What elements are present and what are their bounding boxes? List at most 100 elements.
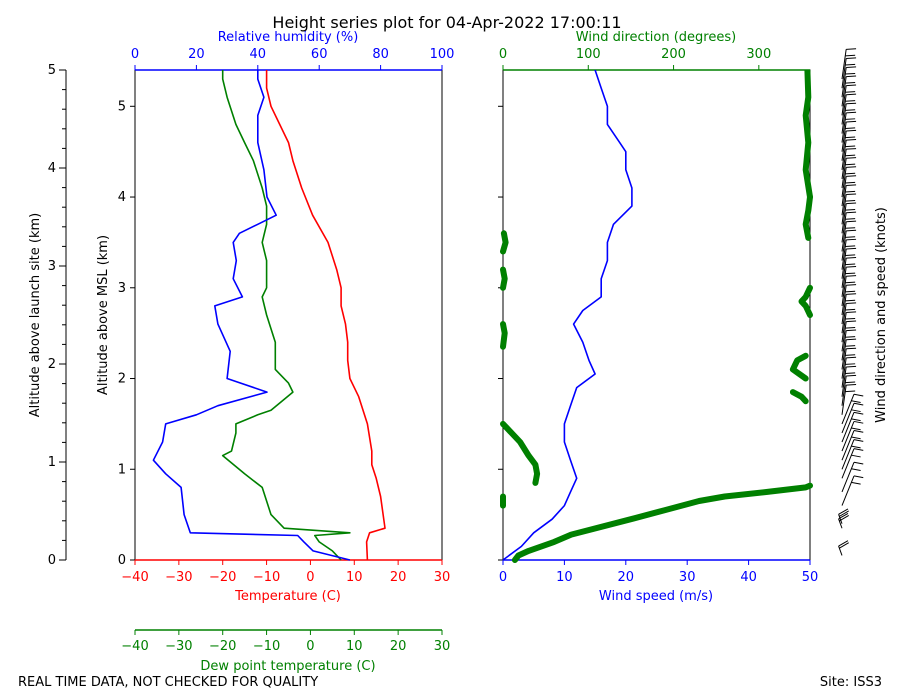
wind-barb-flag [846, 129, 857, 132]
wind-barb-flag [845, 372, 856, 374]
wind-barb-flag [845, 127, 856, 129]
dewpoint-tick-label: 30 [434, 639, 451, 654]
wind-barbs [838, 48, 864, 556]
wind-barb [841, 338, 857, 370]
wind-barb-flag [846, 48, 857, 50]
wind-direction-tick-label: 300 [746, 47, 771, 62]
agl-tick-label: 4 [48, 161, 56, 176]
wind-barb-shaft [841, 475, 855, 506]
wind-barb-flag [845, 136, 856, 139]
wind-barb-flag [846, 220, 857, 223]
wind-direction-point [764, 489, 770, 495]
humidity-axis-label: Relative humidity (%) [218, 30, 359, 45]
humidity-tick-label: 60 [311, 47, 328, 62]
wind-barb [841, 247, 857, 279]
wind-barb [841, 475, 864, 506]
wind-barb-flag [845, 381, 856, 384]
wind-direction-point [662, 507, 668, 513]
wind-barb-flag [846, 211, 857, 214]
wind-barb-flag [845, 299, 856, 302]
wind-barb-flag [845, 118, 856, 120]
wind-barb-flag [845, 290, 856, 293]
wind-direction-point [696, 498, 702, 504]
wind-barb-flag [853, 439, 864, 442]
wind-direction-point [568, 532, 574, 538]
wind-barb [841, 420, 864, 452]
wind-barb-flag [845, 209, 856, 211]
wind-direction-trail [789, 352, 809, 382]
wind-barb [841, 461, 864, 493]
wind-barb-shaft [841, 49, 847, 80]
wind-barb-flag [845, 190, 856, 193]
wind-direction-tick-label: 200 [661, 47, 686, 62]
wind-speed-tick-label: 50 [802, 570, 819, 585]
dewpoint-line [221, 70, 351, 561]
wind-direction-trail [802, 194, 813, 241]
wind-direction-trail [802, 70, 813, 200]
wind-barb-flag [845, 100, 856, 102]
agl-tick-label: 0 [48, 553, 56, 568]
wind-barb-shaft [841, 412, 855, 443]
dewpoint-tick-label: −10 [253, 639, 280, 654]
wind-barb-flag [845, 54, 856, 57]
wind-barb-shaft [841, 394, 855, 425]
wind-barb-shaft [841, 67, 847, 98]
wind-barb-flag [838, 508, 849, 515]
wind-barb-flag [846, 383, 857, 386]
wind-direction-tick-label: 0 [499, 47, 507, 62]
humidity-tick-label: 0 [131, 47, 139, 62]
wind-barb-shaft [841, 185, 847, 216]
temperature-tick-label: −10 [253, 570, 280, 585]
wind-barb [841, 202, 857, 234]
dewpoint-axis-label: Dew point temperature (C) [200, 659, 375, 674]
wind-barb-flag [845, 308, 856, 311]
wind-barb-flag [846, 302, 857, 304]
wind-barb [841, 166, 857, 198]
wind-barb-flag [845, 327, 856, 329]
wind-barb [841, 393, 864, 425]
wind-barb [841, 120, 857, 152]
wind-barb-flag [845, 63, 856, 66]
wind-barb-shaft [841, 130, 847, 161]
wind-barb-flag [846, 102, 857, 105]
temperature-line [265, 70, 386, 561]
dewpoint-tick-label: 0 [306, 639, 314, 654]
wind-barb-flag [845, 227, 856, 229]
wind-barb [841, 93, 857, 125]
wind-barb-flag [846, 175, 857, 177]
wind-direction-trail [798, 284, 813, 318]
wind-barb-flag [851, 468, 861, 472]
wind-direction-trail [789, 389, 809, 405]
wind-barb-flag [845, 163, 856, 166]
wind-barb-flag [851, 454, 861, 458]
wind-barb [841, 229, 857, 261]
wind-barb-shaft [841, 94, 847, 125]
wind-barb [841, 48, 857, 80]
temperature-tick-label: −20 [209, 570, 236, 585]
wind-direction-point [526, 548, 532, 554]
wind-barb-flag [845, 336, 856, 338]
wind-barb-flag [846, 138, 857, 141]
wind-barb [841, 211, 857, 243]
wind-barb [841, 184, 857, 216]
wind-barb-flag [846, 57, 857, 59]
wind-barb-flag [838, 540, 849, 547]
temperature-tick-label: 10 [346, 570, 363, 585]
wind-barb-flag [846, 157, 857, 159]
wind-barb-shaft [841, 203, 847, 234]
wind-barb-flag [851, 445, 861, 449]
wind-barb [838, 508, 849, 524]
wind-direction-trail [500, 321, 508, 350]
wind-barb-flag [846, 120, 857, 123]
wind-barb-shaft [841, 366, 847, 397]
wind-barb-shaft [841, 421, 855, 452]
wind-barb-flag [845, 317, 856, 320]
wind-barb [841, 102, 857, 134]
wind-barb-shaft [841, 212, 847, 243]
wind-barb-flag [853, 411, 864, 415]
agl-tick-label: 3 [48, 259, 56, 274]
wind-direction-point [515, 552, 521, 558]
wind-barb-flag [845, 109, 856, 111]
wind-barb [841, 448, 864, 479]
humidity-tick-label: 80 [372, 47, 389, 62]
